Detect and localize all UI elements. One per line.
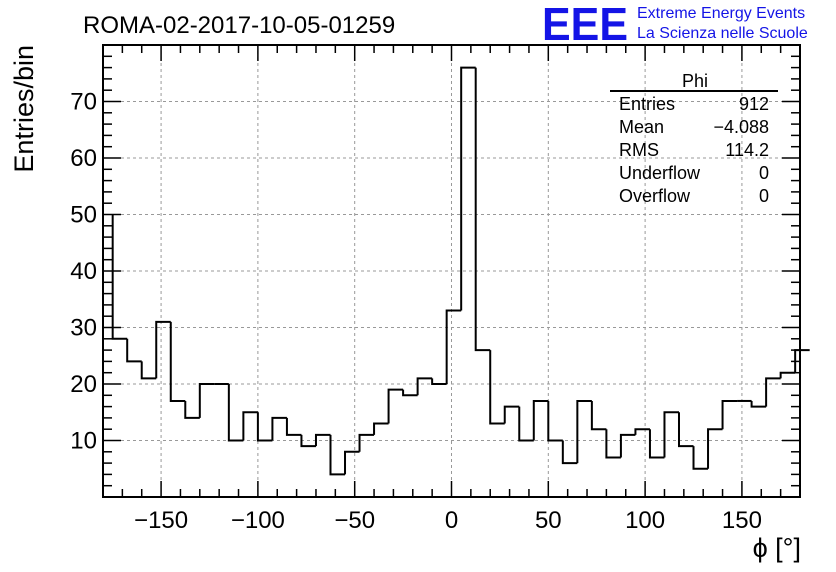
eee-logo-line2: La Scienza nelle Scuole	[637, 25, 808, 42]
histogram-bin	[663, 411, 679, 458]
histogram-bin	[634, 428, 650, 435]
plot-frame	[102, 44, 801, 498]
histogram-bin	[605, 429, 621, 459]
x-tick-label: −150	[134, 507, 188, 534]
histogram-bin	[169, 321, 186, 402]
histogram-bin	[547, 400, 563, 442]
y-tick-label: 40	[70, 258, 97, 285]
y-tick-label: 70	[70, 89, 97, 116]
histogram-bin	[271, 416, 287, 441]
histogram-bin	[373, 422, 389, 435]
histogram-bin	[721, 399, 738, 430]
stats-row-value: −4.088	[713, 117, 769, 137]
histogram-bin	[126, 338, 142, 363]
histogram-bin	[402, 389, 418, 397]
stats-box: Phi Entries 912 Mean −4.088 RMS 114.2 Underflo…	[610, 71, 778, 206]
axis-tick-labels: −150 −100 −50 0 50 100 150 10 20 30 40 50 60 70	[70, 89, 762, 535]
eee-logo-letters: EEE	[542, 0, 628, 50]
histogram-bin	[387, 388, 404, 424]
histogram-bin	[648, 429, 665, 459]
stats-row-label: RMS	[619, 140, 659, 160]
stats-row-value: 912	[739, 94, 769, 114]
histogram-bin	[300, 434, 316, 448]
histogram-bin	[445, 309, 462, 384]
histogram-bin	[111, 214, 128, 340]
x-tick-label: −50	[334, 507, 375, 534]
x-tick-label: 0	[445, 507, 458, 534]
y-tick-label: 10	[70, 428, 97, 455]
histogram-bins	[111, 66, 810, 476]
stats-row-label: Mean	[619, 117, 664, 137]
histogram-bin	[518, 406, 534, 442]
histogram-bin	[314, 433, 331, 447]
histogram-bin	[561, 440, 578, 465]
stats-row-label: Entries	[619, 94, 675, 114]
histogram-bin	[474, 67, 491, 352]
y-tick-label: 20	[70, 371, 97, 398]
histogram-bin	[489, 350, 505, 425]
x-tick-label: 100	[625, 507, 665, 534]
y-tick-label: 60	[70, 145, 97, 172]
histogram-bin	[619, 433, 636, 458]
stats-title: Phi	[682, 71, 708, 91]
y-tick-label: 30	[70, 315, 97, 342]
histogram-bin	[329, 434, 346, 476]
x-tick-label: −100	[231, 507, 285, 534]
histogram-bin	[416, 377, 433, 396]
histogram-bin	[358, 433, 375, 452]
histogram-bin	[256, 412, 273, 442]
chart-title: ROMA-02-2017-10-05-01259	[83, 12, 395, 39]
histogram-bin	[227, 384, 244, 442]
histogram-bin	[750, 400, 767, 408]
histogram-bin	[576, 399, 592, 464]
eee-logo-line1: Extreme Energy Events	[637, 5, 805, 22]
histogram-bin	[532, 399, 549, 441]
histogram-bin	[779, 371, 796, 379]
histogram-bin	[198, 383, 215, 418]
histogram-bin	[184, 400, 200, 419]
x-axis-label: ϕ [°]	[753, 533, 801, 563]
histogram-bin	[590, 400, 607, 431]
histogram-bin	[344, 450, 360, 475]
histogram-bin	[765, 377, 781, 407]
histogram-bin	[242, 411, 258, 441]
stats-row-value: 0	[759, 163, 769, 183]
histogram-bin	[431, 378, 447, 385]
stats-rows: Entries 912 Mean −4.088 RMS 114.2 Underflow 0 Ov…	[619, 94, 769, 206]
histogram-bin	[794, 349, 810, 373]
histogram-bin	[140, 361, 157, 380]
stats-row-value: 0	[759, 186, 769, 206]
stats-row-label: Overflow	[619, 186, 691, 206]
histogram-bin	[285, 417, 302, 436]
histogram-bin	[155, 320, 171, 379]
y-axis-label: Entries/bin	[9, 45, 39, 173]
stats-row-label: Underflow	[619, 163, 701, 183]
histogram-bin	[460, 66, 476, 311]
histogram-bin	[692, 446, 709, 470]
stats-row-value: 114.2	[725, 140, 769, 160]
histogram-bin	[677, 412, 694, 448]
x-tick-label: 150	[722, 507, 762, 534]
x-tick-label: 50	[535, 507, 562, 534]
histogram-bin	[707, 428, 723, 469]
histogram-bin	[503, 405, 520, 424]
y-tick-label: 50	[70, 202, 97, 229]
